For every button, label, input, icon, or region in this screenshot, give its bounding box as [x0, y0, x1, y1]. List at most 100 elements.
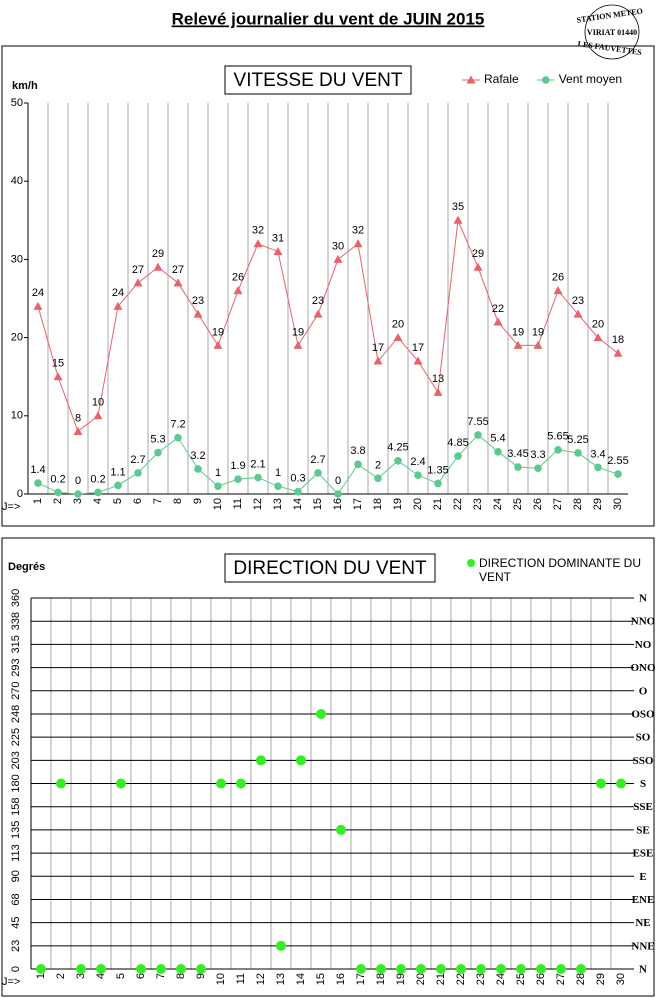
- stamp-top: STATION METEO: [576, 6, 643, 24]
- marker: [274, 482, 282, 490]
- x-tick-label: 13: [275, 973, 287, 985]
- x-tick-label: 30: [612, 498, 624, 510]
- marker: [394, 456, 402, 465]
- x-tick-label: 7: [155, 973, 167, 979]
- marker: [436, 964, 446, 974]
- y-tick-label: 248: [10, 705, 22, 723]
- marker: [174, 433, 182, 442]
- y2-tick-label: ENE: [632, 894, 655, 906]
- x-tick-label: 5: [115, 973, 127, 979]
- data-label: 3.2: [190, 450, 205, 462]
- x-tick-label: 10: [215, 973, 227, 985]
- marker: [456, 964, 466, 974]
- data-label: 2.4: [410, 456, 425, 468]
- marker: [353, 239, 363, 248]
- data-label: 3.3: [530, 449, 545, 461]
- marker: [213, 340, 223, 349]
- data-label: 35: [452, 201, 464, 213]
- marker: [496, 964, 506, 974]
- x-tick-label: 14: [295, 973, 307, 985]
- marker: [96, 964, 106, 974]
- data-label: 5.3: [150, 433, 165, 445]
- marker: [233, 286, 243, 295]
- marker: [74, 490, 82, 498]
- marker: [474, 431, 482, 439]
- marker: [194, 465, 202, 473]
- data-label: 30: [332, 240, 344, 252]
- data-label: 3.8: [350, 445, 365, 457]
- data-label: 19: [212, 326, 224, 338]
- y2-tick-label: OSO: [631, 708, 655, 720]
- x-tick-label: 30: [615, 973, 627, 985]
- marker: [476, 964, 486, 974]
- x-tick-label: 1: [35, 973, 47, 979]
- marker: [133, 278, 143, 287]
- data-label: 32: [352, 225, 364, 237]
- marker: [113, 301, 123, 310]
- legend-label: Rafale: [484, 72, 519, 86]
- x-tick-label: 29: [592, 498, 604, 510]
- marker: [216, 778, 226, 789]
- data-label: 20: [392, 319, 404, 331]
- legend-marker: [541, 76, 550, 84]
- x-tick-label: 15: [312, 498, 324, 510]
- data-label: 0: [335, 475, 341, 487]
- y-tick-label: 158: [10, 798, 22, 816]
- data-label: 19: [512, 326, 524, 338]
- marker: [53, 372, 63, 381]
- marker: [173, 278, 183, 287]
- data-label: 10: [92, 397, 104, 409]
- x-tick-label: 21: [432, 498, 444, 510]
- marker: [556, 964, 566, 974]
- stamp: STATION METEO VIRIAT 01440 LES FAUVETTES: [576, 4, 643, 60]
- marker: [576, 964, 586, 974]
- x-tick-label: 28: [575, 973, 587, 985]
- y2-tick-label: NNE: [631, 940, 654, 952]
- x-tick-label: 22: [452, 498, 464, 510]
- data-label: 18: [612, 334, 624, 346]
- y-tick-label: 40: [11, 175, 23, 187]
- data-label: 3.4: [590, 448, 605, 460]
- data-label: 23: [192, 295, 204, 307]
- data-label: 2: [375, 459, 381, 471]
- page-title: Relevé journalier du vent de JUIN 2015: [172, 9, 485, 28]
- marker: [153, 262, 163, 271]
- x-tick-label: 23: [472, 498, 484, 510]
- marker: [73, 426, 83, 435]
- y2-tick-label: NO: [635, 639, 652, 651]
- y2-tick-label: N: [639, 593, 647, 605]
- marker: [614, 470, 622, 478]
- data-label: 2.7: [130, 454, 145, 466]
- data-label: 0.2: [90, 473, 105, 485]
- marker: [256, 755, 266, 766]
- marker: [356, 964, 366, 974]
- x-tick-label: 18: [372, 498, 384, 510]
- x-tick-label: 19: [395, 973, 407, 985]
- x-tick-label: 4: [95, 973, 107, 979]
- x-tick-label: 15: [315, 973, 327, 985]
- marker: [236, 778, 246, 789]
- marker: [454, 452, 462, 460]
- marker: [156, 964, 166, 974]
- x-tick-label: 12: [252, 498, 264, 510]
- marker: [596, 778, 606, 789]
- x-tick-label: 29: [595, 973, 607, 985]
- marker: [76, 964, 86, 974]
- x-tick-label: 1: [32, 498, 44, 504]
- data-label: 19: [292, 326, 304, 338]
- data-label: 0.3: [290, 473, 305, 485]
- marker: [114, 481, 122, 490]
- x-tick-label: 22: [455, 973, 467, 985]
- data-label: 5.4: [490, 433, 505, 445]
- data-label: 15: [52, 358, 64, 370]
- x-tick-label: 16: [335, 973, 347, 985]
- marker: [374, 474, 382, 483]
- y-tick-label: 270: [10, 682, 22, 700]
- x-tick-label: 3: [72, 498, 84, 504]
- marker: [336, 824, 346, 835]
- marker: [594, 463, 602, 472]
- marker: [516, 964, 526, 974]
- data-label: 32: [252, 225, 264, 237]
- x-tick-label: 24: [495, 973, 507, 985]
